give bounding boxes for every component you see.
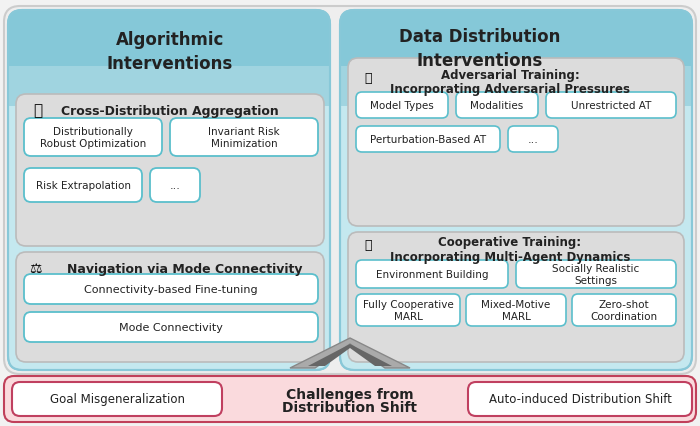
FancyBboxPatch shape	[356, 93, 448, 119]
Text: Zero-shot
Coordination: Zero-shot Coordination	[590, 299, 657, 321]
Text: Modalities: Modalities	[470, 101, 524, 111]
FancyBboxPatch shape	[348, 59, 684, 227]
FancyBboxPatch shape	[4, 376, 696, 422]
FancyBboxPatch shape	[8, 11, 330, 87]
Text: Adversarial Training:: Adversarial Training:	[440, 68, 580, 81]
FancyBboxPatch shape	[16, 253, 324, 362]
Text: 📊: 📊	[364, 72, 372, 85]
FancyBboxPatch shape	[340, 11, 692, 87]
Text: 🏗: 🏗	[364, 239, 372, 252]
Text: Perturbation-Based AT: Perturbation-Based AT	[370, 135, 486, 145]
FancyBboxPatch shape	[24, 169, 142, 202]
FancyBboxPatch shape	[24, 312, 318, 342]
Text: Environment Building: Environment Building	[376, 269, 488, 279]
FancyBboxPatch shape	[348, 233, 684, 362]
FancyBboxPatch shape	[150, 169, 200, 202]
Text: Socially Realistic
Settings: Socially Realistic Settings	[552, 264, 640, 285]
FancyBboxPatch shape	[24, 119, 162, 157]
FancyBboxPatch shape	[546, 93, 676, 119]
FancyBboxPatch shape	[468, 382, 692, 416]
Text: Navigation via Mode Connectivity: Navigation via Mode Connectivity	[67, 262, 302, 275]
Polygon shape	[290, 338, 410, 368]
Text: Invariant Risk
Minimization: Invariant Risk Minimization	[208, 127, 280, 148]
FancyBboxPatch shape	[8, 67, 330, 107]
FancyBboxPatch shape	[572, 294, 676, 326]
Text: Distributionally
Robust Optimization: Distributionally Robust Optimization	[40, 127, 146, 148]
Text: Goal Misgeneralization: Goal Misgeneralization	[50, 393, 185, 406]
Text: Distribution Shift: Distribution Shift	[283, 400, 417, 414]
Text: Cooperative Training:: Cooperative Training:	[438, 236, 582, 249]
FancyBboxPatch shape	[340, 67, 692, 107]
Text: Fully Cooperative
MARL: Fully Cooperative MARL	[363, 299, 454, 321]
Text: Risk Extrapolation: Risk Extrapolation	[36, 181, 130, 190]
Text: Connectivity-based Fine-tuning: Connectivity-based Fine-tuning	[84, 284, 258, 294]
Text: 💡: 💡	[34, 103, 43, 118]
FancyBboxPatch shape	[356, 260, 508, 288]
Text: Incorporating Multi-Agent Dynamics: Incorporating Multi-Agent Dynamics	[390, 250, 630, 263]
FancyBboxPatch shape	[340, 11, 692, 370]
FancyBboxPatch shape	[24, 274, 318, 304]
FancyBboxPatch shape	[356, 127, 500, 153]
FancyBboxPatch shape	[356, 294, 460, 326]
Text: Mode Connectivity: Mode Connectivity	[119, 322, 223, 332]
Text: ...: ...	[169, 181, 181, 190]
Text: Auto-induced Distribution Shift: Auto-induced Distribution Shift	[489, 393, 671, 406]
FancyBboxPatch shape	[4, 7, 696, 374]
Text: Model Types: Model Types	[370, 101, 434, 111]
Text: Cross-Distribution Aggregation: Cross-Distribution Aggregation	[61, 104, 279, 117]
FancyBboxPatch shape	[466, 294, 566, 326]
FancyBboxPatch shape	[12, 382, 222, 416]
Text: Algorithmic
Interventions: Algorithmic Interventions	[107, 31, 233, 72]
Text: Data Distribution
Interventions: Data Distribution Interventions	[399, 28, 561, 69]
Text: Mixed-Motive
MARL: Mixed-Motive MARL	[482, 299, 551, 321]
FancyBboxPatch shape	[508, 127, 558, 153]
Polygon shape	[308, 344, 392, 366]
FancyBboxPatch shape	[170, 119, 318, 157]
FancyBboxPatch shape	[8, 11, 330, 370]
FancyBboxPatch shape	[516, 260, 676, 288]
Text: ⚖️: ⚖️	[30, 262, 42, 275]
FancyBboxPatch shape	[456, 93, 538, 119]
Text: ...: ...	[528, 135, 538, 145]
FancyBboxPatch shape	[16, 95, 324, 246]
Text: Incorporating Adversarial Pressures: Incorporating Adversarial Pressures	[390, 82, 630, 95]
Text: Unrestricted AT: Unrestricted AT	[570, 101, 651, 111]
Text: Challenges from: Challenges from	[286, 387, 414, 401]
